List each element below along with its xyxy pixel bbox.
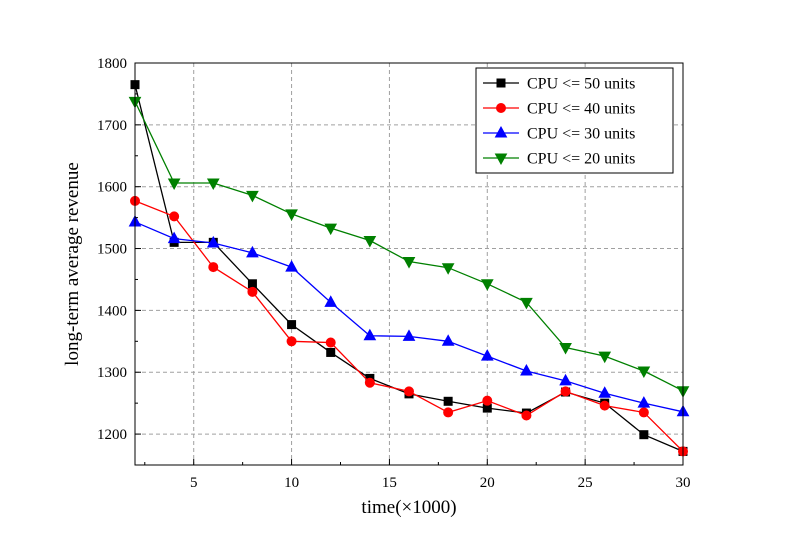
data-point (480, 349, 494, 361)
data-point (208, 262, 219, 273)
data-point (598, 386, 612, 398)
data-point (637, 396, 651, 408)
data-point (324, 295, 338, 307)
legend: CPU <= 50 units CPU <= 40 units CPU <= 30 … (475, 67, 674, 174)
data-point (285, 260, 298, 272)
data-point (559, 342, 572, 355)
series-4 (128, 96, 690, 398)
legend-item: CPU <= 30 units (483, 126, 635, 143)
y-tick-label: 1700 (97, 118, 127, 134)
data-point (364, 377, 375, 388)
data-point (443, 396, 453, 406)
data-point (326, 347, 336, 357)
x-tick-label: 10 (284, 475, 299, 491)
data-point (167, 178, 181, 191)
data-point (402, 257, 416, 269)
data-point (639, 430, 649, 440)
legend-label: CPU <= 20 units (527, 151, 635, 168)
legend-label: CPU <= 30 units (527, 126, 635, 143)
data-point (286, 336, 297, 347)
legend-marker (496, 103, 506, 113)
data-point (247, 286, 258, 297)
data-point (520, 363, 533, 376)
y-axis-title: long-term average revenue (62, 162, 83, 366)
data-point (246, 245, 259, 258)
data-point (402, 329, 416, 341)
data-point (441, 334, 455, 346)
y-tick-label: 1500 (97, 242, 127, 258)
data-point (480, 279, 494, 291)
legend-box (475, 67, 674, 174)
y-tick-label: 1200 (97, 427, 127, 443)
data-point (598, 351, 612, 364)
legend-marker (494, 125, 508, 138)
data-point (324, 223, 338, 236)
data-point (363, 235, 377, 248)
data-point (285, 209, 298, 221)
data-point (638, 407, 649, 418)
y-tick-label: 1800 (97, 56, 127, 72)
data-point (441, 263, 455, 275)
series-line (134, 221, 684, 413)
y-tick-label: 1400 (97, 303, 127, 319)
axis-ticks: 5 10 15 20 25 30 1200 1300 1400 1500 1600 1700 1800 (97, 56, 691, 491)
legend-item: CPU <= 20 units (483, 151, 635, 168)
data-point (559, 373, 572, 386)
data-point (599, 400, 610, 411)
data-point (287, 320, 297, 330)
legend-marker (494, 153, 508, 166)
plot-frame (134, 62, 684, 466)
data-point (521, 410, 532, 421)
data-point (325, 337, 336, 348)
data-point (482, 395, 493, 406)
x-tick-label: 30 (676, 475, 691, 491)
x-tick-label: 5 (190, 475, 198, 491)
series-layer (128, 80, 690, 457)
data-point (167, 231, 181, 244)
series-2 (130, 195, 688, 457)
data-point (246, 190, 259, 203)
legend-label: CPU <= 50 units (527, 76, 635, 93)
y-tick-label: 1600 (97, 180, 127, 196)
legend-label: CPU <= 40 units (527, 101, 635, 118)
x-axis-title: time(×1000) (361, 497, 456, 518)
data-point (443, 407, 454, 418)
x-tick-label: 20 (480, 475, 495, 491)
data-point (247, 279, 257, 289)
data-point (637, 366, 651, 379)
y-tick-label: 1300 (97, 365, 127, 381)
x-tick-label: 25 (578, 475, 593, 491)
legend-item: CPU <= 40 units (483, 101, 635, 118)
data-point (520, 297, 533, 310)
data-point (206, 235, 220, 248)
data-point (560, 386, 571, 397)
data-point (206, 178, 220, 191)
series-3 (128, 214, 690, 417)
data-point (404, 386, 414, 397)
data-point (169, 211, 180, 222)
legend-marker (496, 78, 506, 88)
x-tick-label: 15 (382, 475, 397, 491)
legend-item: CPU <= 50 units (483, 76, 635, 93)
data-point (363, 328, 377, 341)
